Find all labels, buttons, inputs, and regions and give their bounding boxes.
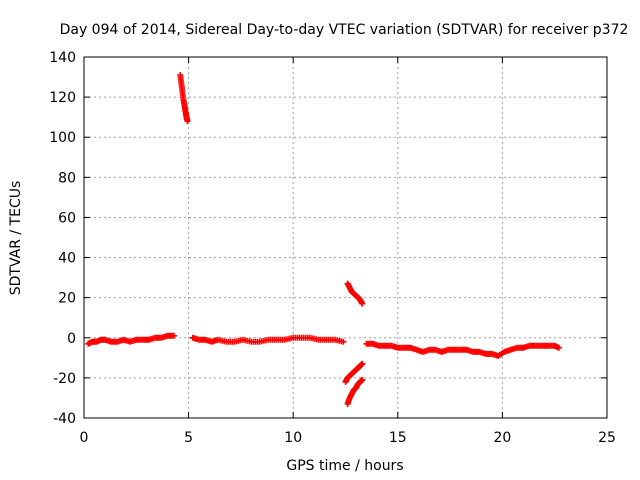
x-tick-label: 15 <box>389 430 407 446</box>
x-axis-label: GPS time / hours <box>286 458 403 474</box>
y-tick-label: 40 <box>58 251 76 267</box>
series-arc2 <box>177 72 191 125</box>
plot-frame <box>83 56 608 419</box>
data-point <box>555 344 562 351</box>
grid <box>84 57 607 418</box>
series-arc7 <box>363 340 562 359</box>
chart-title: Day 094 of 2014, Sidereal Day-to-day VTE… <box>60 22 629 38</box>
y-tick-label: 120 <box>49 90 76 106</box>
series-arc5 <box>344 376 366 407</box>
y-tick-label: 100 <box>49 130 76 146</box>
y-tick-label: -20 <box>53 371 76 387</box>
data-point <box>340 338 347 345</box>
data-point <box>184 118 191 125</box>
data-point <box>359 360 366 367</box>
data-point <box>359 376 366 383</box>
series-arc4 <box>344 280 366 307</box>
series-arc3 <box>189 334 347 345</box>
y-axis-label: SDTVAR / TECUs <box>8 181 24 296</box>
x-tick-label: 20 <box>493 430 511 446</box>
y-tick-label: 140 <box>49 50 76 66</box>
y-tick-label: -40 <box>53 411 76 427</box>
axis-ticks: 0 5 10 15 20 25 -40 -20 0 20 40 60 80 100 120 140 <box>49 50 616 446</box>
y-tick-label: 60 <box>58 210 76 226</box>
x-tick-label: 0 <box>80 430 89 446</box>
x-tick-label: 25 <box>598 430 616 446</box>
y-tick-label: 20 <box>58 291 76 307</box>
series-arc1 <box>85 332 177 347</box>
data-point <box>359 300 366 307</box>
y-tick-label: 0 <box>67 331 76 347</box>
x-tick-label: 10 <box>284 430 302 446</box>
data-points <box>85 72 562 407</box>
x-tick-label: 5 <box>184 430 193 446</box>
data-point <box>170 332 177 339</box>
y-tick-label: 80 <box>58 170 76 186</box>
series-arc6 <box>342 360 366 385</box>
